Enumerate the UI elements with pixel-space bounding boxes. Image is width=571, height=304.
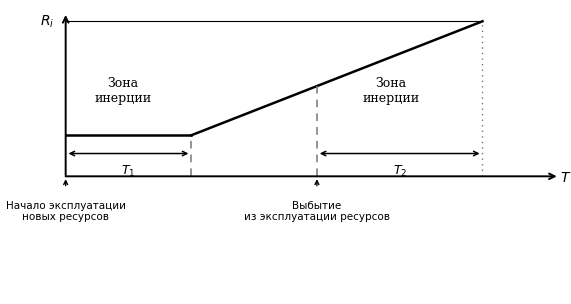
- Text: Начало эксплуатации
новых ресурсов: Начало эксплуатации новых ресурсов: [6, 201, 126, 222]
- Text: $T_1$: $T_1$: [121, 164, 136, 179]
- Text: $R_i$: $R_i$: [40, 14, 54, 30]
- Text: $T$: $T$: [560, 171, 571, 185]
- Text: $T_2$: $T_2$: [393, 164, 407, 179]
- Text: Выбытие
из эксплуатации ресурсов: Выбытие из эксплуатации ресурсов: [244, 201, 390, 222]
- Text: Зона
инерции: Зона инерции: [363, 77, 420, 105]
- Text: Зона
инерции: Зона инерции: [94, 77, 151, 105]
